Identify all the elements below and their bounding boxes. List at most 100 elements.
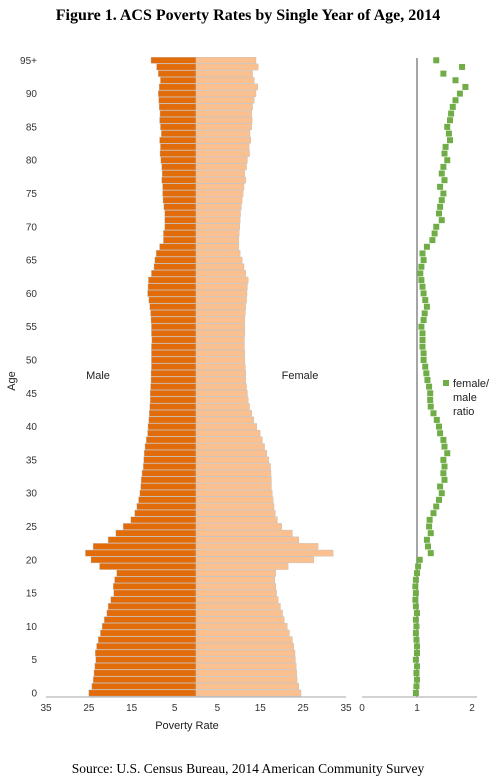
ratio-point-age-17 (412, 576, 419, 583)
male-bar-age-25 (122, 523, 197, 530)
ratio-point-age-91 (462, 83, 469, 90)
ratio-point-age-63 (417, 270, 424, 277)
male-bar-age-44 (149, 396, 197, 404)
female-bar-age-29 (195, 496, 274, 504)
ratio-point-age-19 (415, 563, 422, 570)
ratio-point-age-49 (422, 363, 429, 370)
male-bar-age-9 (100, 629, 197, 637)
male-bar-age-24 (115, 529, 197, 537)
female-bar-age-7 (195, 643, 294, 650)
female-bar-age-59 (195, 296, 247, 304)
female-bar-age-80 (195, 156, 248, 164)
male-side-label: Male (86, 370, 110, 382)
ratio-point-age-84 (445, 130, 452, 137)
female-bar-age-10 (195, 623, 288, 630)
ratio-point-age-52 (419, 343, 426, 350)
male-bar-age-66 (155, 250, 197, 257)
ratio-point-age-29 (436, 496, 442, 503)
ratio-point-age-90 (456, 90, 463, 97)
ratio-x-tick-0: 0 (359, 703, 365, 714)
male-bar-age-49 (151, 363, 197, 370)
female-bar-age-72 (195, 210, 241, 217)
female-bar-age-34 (195, 463, 271, 470)
male-bar-age-83 (159, 136, 197, 144)
male-bar-age-19 (99, 563, 197, 570)
male-bar-age-26 (130, 516, 197, 524)
ratio-point-age-6 (414, 650, 420, 657)
ratio-point-age-43 (427, 403, 434, 410)
female-bar-age-2 (195, 676, 298, 683)
female-bar-age-92 (195, 76, 255, 84)
male-bar-age-20 (90, 556, 197, 564)
female-bar-age-35 (195, 456, 270, 464)
male-bar-age-36 (143, 449, 197, 457)
ratio-point-age-78 (438, 170, 445, 177)
female-bar-age-70 (195, 223, 240, 231)
male-bar-age-16 (113, 583, 197, 590)
female-bar-age-73 (195, 203, 242, 211)
ratio-point-age-10 (413, 623, 420, 630)
ratio-x-tick-1: 1 (414, 703, 420, 714)
male-bar-age-57 (150, 310, 197, 317)
male-bar-age-51 (151, 350, 197, 357)
male-bar-age-74 (162, 196, 197, 204)
male-bar-age-40 (147, 423, 197, 430)
ratio-point-age-59 (422, 297, 429, 304)
ratio-point-age-55 (418, 323, 425, 330)
female-bar-age-85 (195, 123, 252, 131)
male-bar-age-50 (151, 356, 197, 364)
ratio-point-age-64 (418, 263, 425, 270)
male-bar-age-93 (158, 70, 197, 77)
ratio-point-age-85 (444, 123, 451, 130)
ratio-point-age-26 (426, 516, 433, 523)
male-bar-age-1 (91, 683, 197, 690)
male-bar-age-2 (92, 676, 197, 683)
ratio-point-age-4 (414, 663, 420, 670)
male-bar-age-88 (158, 103, 197, 111)
ratio-point-age-60 (420, 290, 427, 297)
male-bar-age-62 (148, 276, 197, 284)
age-tick-75: 75 (26, 189, 38, 200)
ratio-point-age-57 (421, 310, 428, 317)
ratio-point-age-0 (412, 690, 419, 696)
female-bar-age-95 (195, 57, 257, 64)
age-tick-55: 55 (26, 322, 38, 333)
age-tick-10: 10 (26, 622, 38, 633)
female-bar-age-66 (195, 250, 241, 257)
female-side-label: Female (282, 370, 319, 382)
male-bar-age-75 (162, 190, 197, 197)
ratio-point-age-40 (436, 423, 442, 430)
age-tick-45: 45 (26, 389, 38, 400)
legend-line-2: male (453, 392, 477, 404)
ratio-chart: 0 1 2 female/ male ratio (359, 57, 490, 714)
ratio-point-age-34 (441, 463, 448, 470)
age-tick-30: 30 (26, 489, 38, 500)
female-bar-age-12 (195, 609, 283, 617)
male-bar-age-42 (149, 409, 197, 417)
x-axis-label: Poverty Rate (155, 720, 219, 732)
female-bar-age-20 (195, 556, 315, 564)
male-bar-age-21 (85, 549, 197, 557)
male-bar-age-5 (95, 656, 197, 663)
female-bar-age-69 (195, 230, 240, 237)
male-bar-age-90 (158, 90, 197, 97)
female-bar-age-89 (195, 96, 255, 104)
poverty-x-tick-labels: 35 25 15 5 5 15 25 35 (40, 703, 352, 714)
ratio-point-age-71 (438, 217, 445, 224)
ratio-point-age-73 (437, 203, 444, 210)
ratio-point-age-23 (423, 536, 430, 543)
male-bar-age-35 (143, 456, 197, 464)
age-tick-90: 90 (26, 89, 38, 100)
ratio-point-age-94 (459, 63, 466, 70)
female-bar-age-82 (195, 143, 250, 151)
ratio-point-age-54 (419, 330, 426, 337)
female-bar-age-58 (195, 303, 246, 311)
female-bar-age-21 (195, 549, 334, 557)
male-bar-age-87 (159, 110, 197, 117)
female-bar-age-17 (195, 576, 276, 584)
male-bar-age-60 (147, 290, 197, 297)
female-bar-age-23 (195, 536, 300, 544)
male-bar-age-4 (94, 663, 197, 670)
ratio-point-age-61 (419, 283, 426, 290)
